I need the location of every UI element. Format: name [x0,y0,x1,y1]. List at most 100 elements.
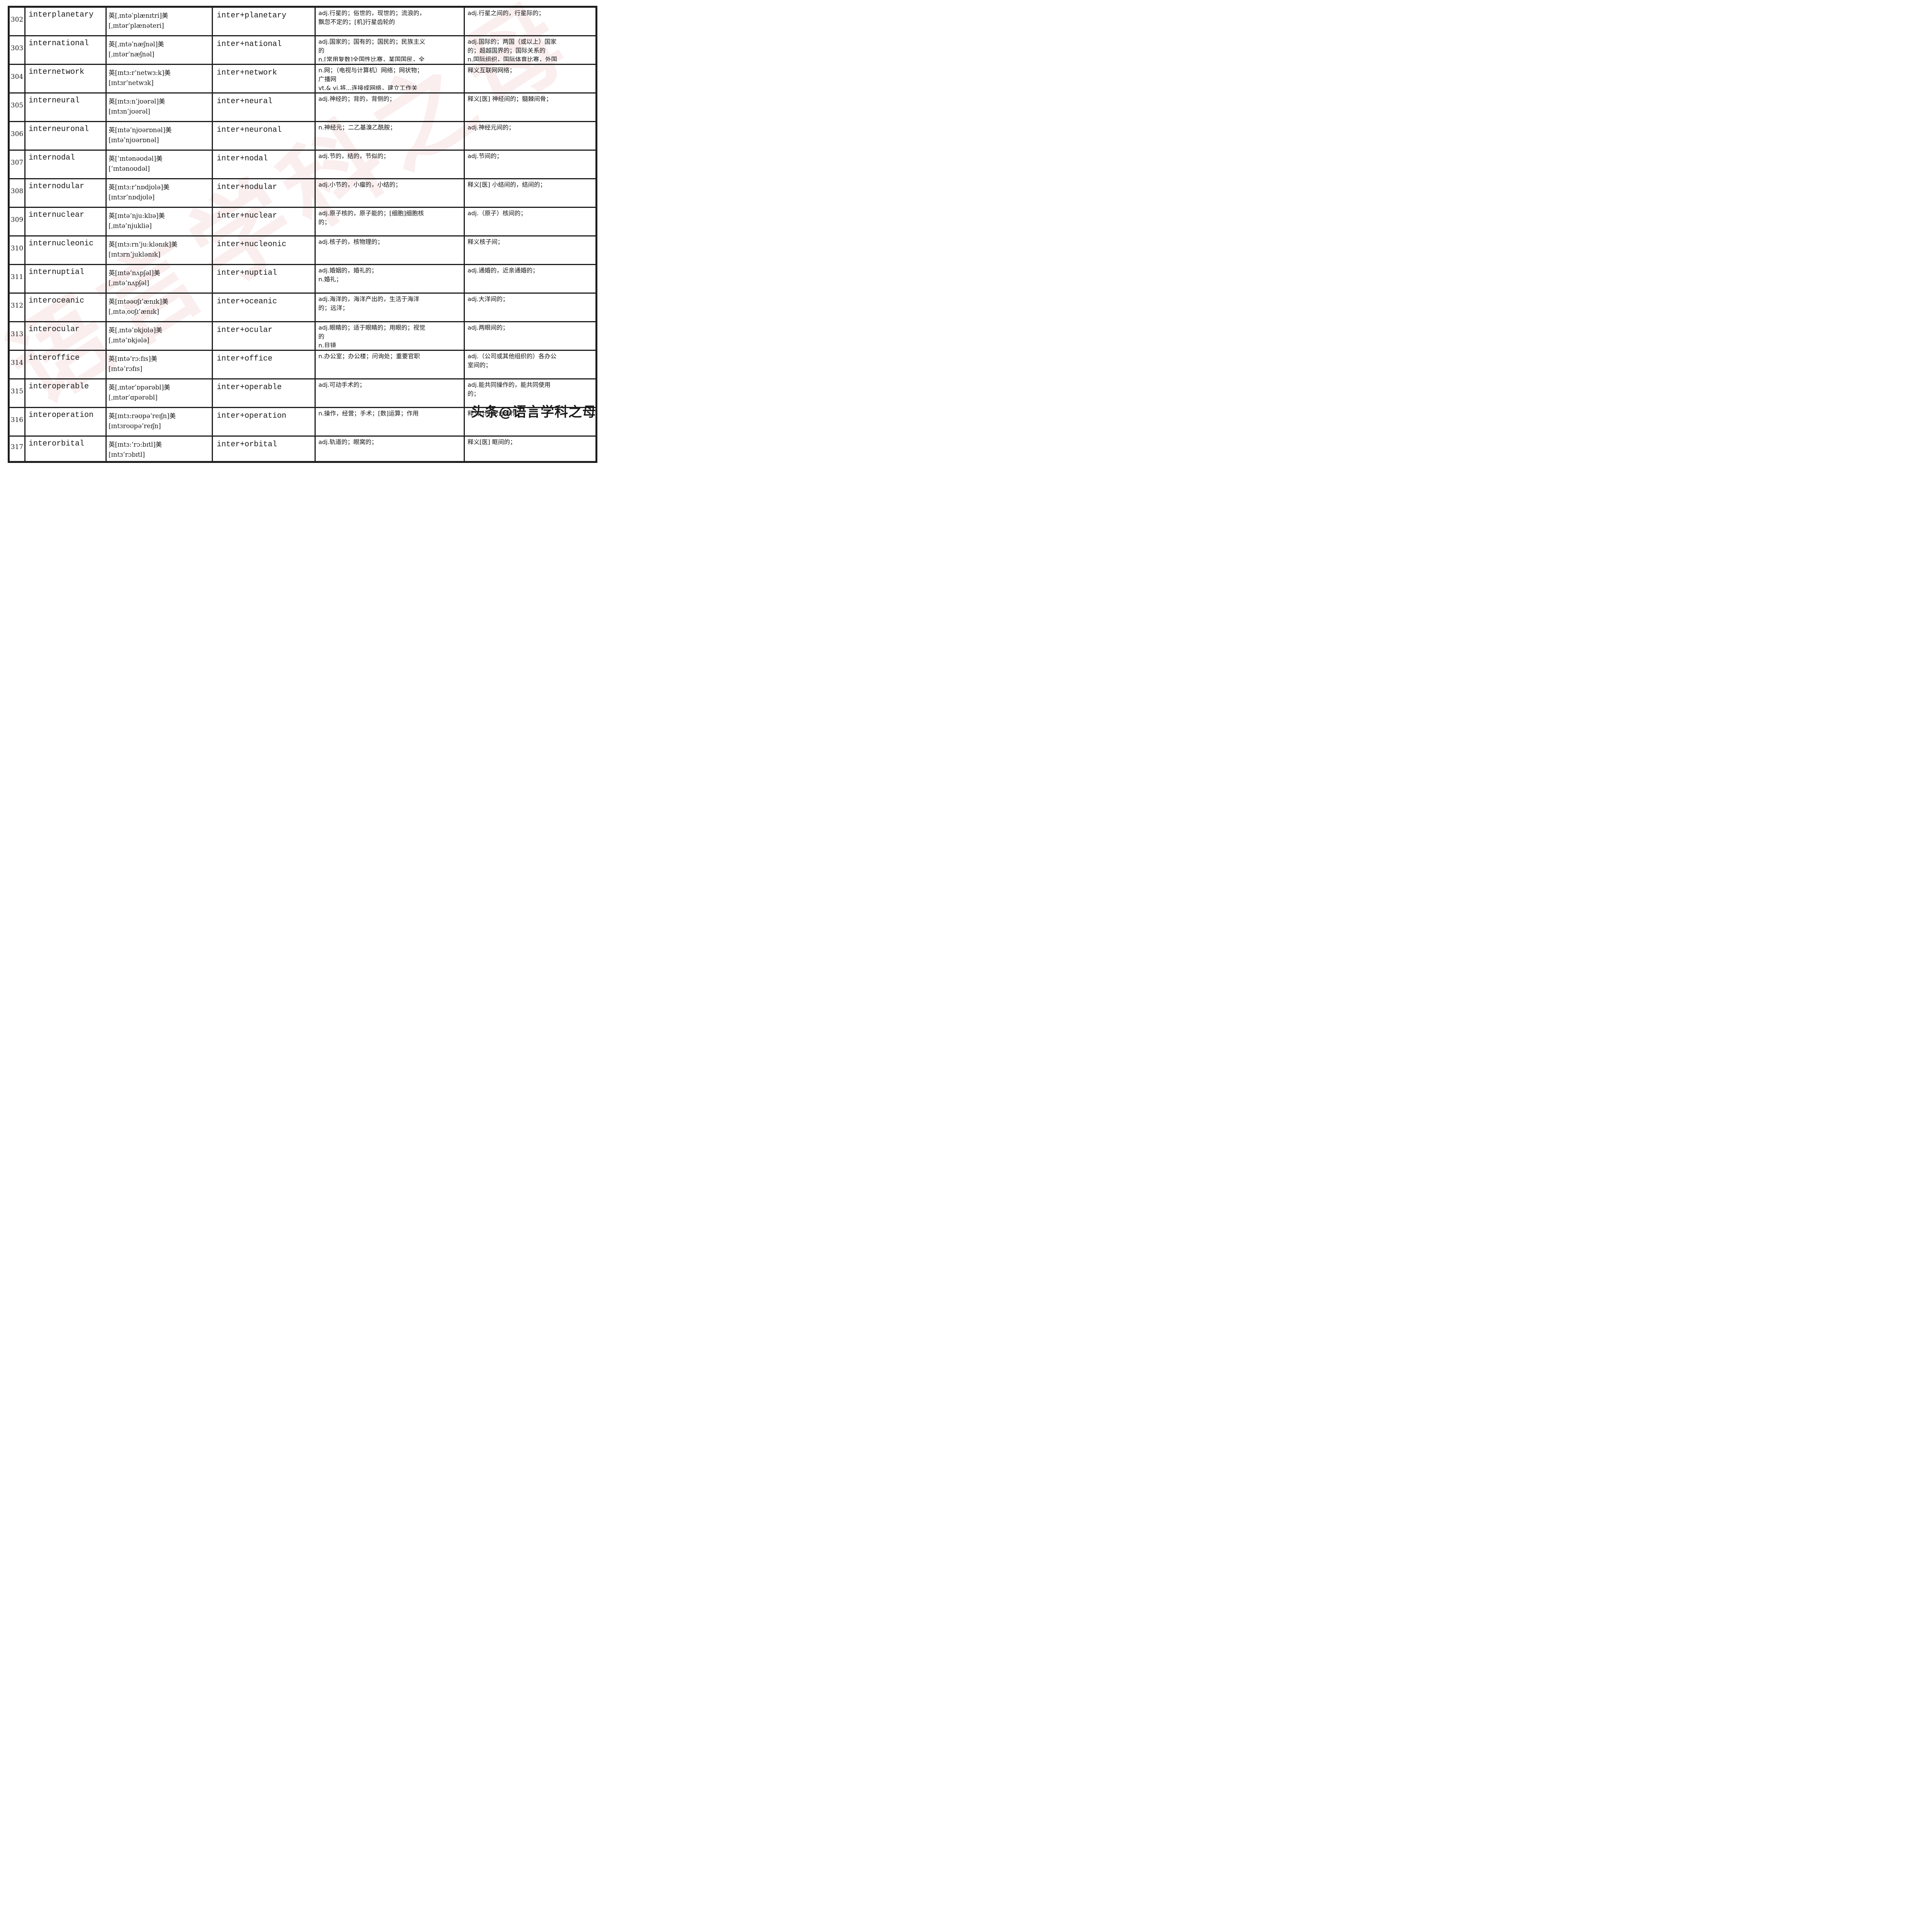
meaning-primary: n.办公室；办公楼；问询处；重要官职 [318,353,420,360]
row-number: 302 [10,16,24,24]
phonetic-cell: 英[ˌɪntərˈɒpərəbl]美 [ˌɪntərˈɑpərəbl] [105,378,213,408]
phonetic: 英[ɪntɜ:rn’ju:klənɪk]美 [ɪntɜrn’juklənɪk] [109,241,178,258]
word-cell: interoffice [24,350,107,379]
phonetic: 英[ɪntɜ:rəʊpə’reɪʃn]美 [ɪntɜroʊpə’reɪʃn] [109,412,176,430]
word-breakdown: inter+office [217,354,273,363]
meaning-secondary: 释义互联网网络； [468,67,516,74]
phonetic: 英[ɪntə’rɔ:fɪs]美 [ɪntə’rɔfɪs] [109,355,157,373]
word-breakdown: inter+nucleonic [217,240,287,249]
word-breakdown: inter+nodular [217,183,277,192]
meaning-primary-cell: n.操作，经营；手术；[数]运算；作用 [315,407,465,437]
word-cell: interorbital [24,435,107,463]
row-number: 317 [10,443,24,451]
word-breakdown: inter+oceanic [217,297,277,306]
row-number: 306 [10,130,24,138]
word: internodular [29,182,85,191]
row-number-cell: 313 [8,321,26,351]
meaning-primary-cell: n.办公室；办公楼；问询处；重要官职 [315,350,465,379]
word: internetwork [29,68,85,77]
breakdown-cell: inter+operation [212,407,316,437]
word-breakdown: inter+operation [217,412,287,420]
meaning-secondary: adj.能共同操作的，能共同使用 的； [468,381,551,397]
word-cell: interoperation [24,407,107,437]
word-breakdown: inter+nodal [217,154,268,163]
table-row: 310 internucleonic 英[ɪntɜ:rn’ju:klənɪk]美… [8,235,597,265]
row-number-cell: 303 [8,35,26,65]
row-number: 303 [10,44,24,52]
breakdown-cell: inter+neural [212,92,316,122]
phonetic-cell: 英[ɪntɜ:r’nɒdjʊlə]美 [ɪntɜr’nɒdjʊlə] [105,178,213,208]
word-breakdown: inter+network [217,68,277,77]
meaning-secondary: adj.通婚的，近亲通婚的； [468,267,539,274]
word: interorbital [29,439,85,448]
row-number: 305 [10,102,24,109]
breakdown-cell: inter+nuptial [212,264,316,294]
table-row: 316 interoperation 英[ɪntɜ:rəʊpə’reɪʃn]美 … [8,407,597,437]
row-number-cell: 310 [8,235,26,265]
meaning-primary: adj.节的，结的，节似的； [318,153,389,160]
word: interneural [29,96,80,105]
word: internuptial [29,268,85,277]
row-number: 304 [10,73,24,81]
meaning-secondary: adj.国际的；两国（或以上）国家 的；超越国界的；国际关系的 n.国际组织，国… [468,38,557,61]
row-number: 316 [10,416,24,424]
row-number: 315 [10,388,24,395]
meaning-secondary: adj.行星之间的，行星际的； [468,10,545,17]
row-number: 314 [10,359,24,367]
row-number-cell: 306 [8,121,26,151]
phonetic: 英[ɪntəəʊʃɪ’ænɪk]美 [ˌɪntəˌoʊʃɪ’ænɪk] [109,298,168,315]
phonetic: 英[’ɪntənəʊdəl]美 [’ɪntənoʊdəl] [109,155,163,172]
phonetic-cell: 英[ˌɪntəˈplænɪtri]美 [ˌɪntərˈplænəteri] [105,6,213,36]
meaning-primary: adj.可动手术的； [318,381,366,388]
meaning-secondary-cell: 释义[医] 眶间的； [464,435,597,463]
word: interoceanic [29,296,85,305]
table-row: 302 interplanetary 英[ˌɪntəˈplænɪtri]美 [ˌ… [8,6,597,36]
breakdown-cell: inter+oceanic [212,293,316,322]
word-cell: internodal [24,150,107,179]
meaning-primary: adj.轨道的；眼窝的； [318,439,378,446]
word: interoffice [29,354,80,362]
phonetic: 英[ˌɪntəˈnæʃnəl]美 [ˌɪntərˈnæʃnəl] [109,41,164,58]
word-breakdown: inter+neuronal [217,126,282,134]
meaning-primary: adj.神经的；背的，背侧的； [318,95,396,102]
meaning-secondary-cell: adj.（公司或其他组织的）各办公 室间的； [464,350,597,379]
meaning-primary-cell: adj.神经的；背的，背侧的； [315,92,465,122]
word-cell: internucleonic [24,235,107,265]
meaning-primary-cell: n.神经元；二乙基溴乙酰胺； [315,121,465,151]
row-number-cell: 305 [8,92,26,122]
row-number-cell: 316 [8,407,26,437]
table-row: 308 internodular 英[ɪntɜ:r’nɒdjʊlə]美 [ɪnt… [8,178,597,208]
meaning-primary-cell: adj.小节的，小瘤的，小结的； [315,178,465,208]
meaning-primary-cell: adj.海洋的，海洋产出的，生活于海洋 的；远洋； [315,293,465,322]
row-number-cell: 314 [8,350,26,379]
table-row: 313 interocular 英[ˌɪntə’ɒkjʊlə]美 [ˌɪntə’… [8,321,597,351]
phonetic-cell: 英[’ɪntənəʊdəl]美 [’ɪntənoʊdəl] [105,150,213,179]
meaning-secondary-cell: 释义[计] 配合动作； [464,407,597,437]
breakdown-cell: inter+orbital [212,435,316,463]
table-row: 317 interorbital 英[ɪntɜ:’rɔ:bɪtl]美 [ɪntɜ… [8,435,597,463]
meaning-primary-cell: adj.轨道的；眼窝的； [315,435,465,463]
phonetic: 英[ɪntɜ:n’jʊərəl]美 [ɪntɜn’jʊərəl] [109,98,165,115]
row-number: 311 [10,273,24,281]
phonetic: 英[ˌɪntə’ɒkjʊlə]美 [ˌɪntə’ɒkjələ] [109,327,162,344]
meaning-primary: adj.小节的，小瘤的，小结的； [318,181,401,188]
breakdown-cell: inter+nodal [212,150,316,179]
word-cell: internodular [24,178,107,208]
meaning-secondary: adj.神经元间的； [468,124,515,131]
phonetic-cell: 英[ɪntɜ:’rɔ:bɪtl]美 [ɪntɜ’rɔbɪtl] [105,435,213,463]
breakdown-cell: inter+office [212,350,316,379]
row-number-cell: 307 [8,150,26,179]
row-number-cell: 315 [8,378,26,408]
meaning-secondary-cell: 释义核子间； [464,235,597,265]
breakdown-cell: inter+operable [212,378,316,408]
phonetic-cell: 英[ɪntəəʊʃɪ’ænɪk]美 [ˌɪntəˌoʊʃɪ’ænɪk] [105,293,213,322]
meaning-secondary-cell: adj.国际的；两国（或以上）国家 的；超越国界的；国际关系的 n.国际组织，国… [464,35,597,65]
word-cell: interocular [24,321,107,351]
phonetic: 英[ɪntə’nʌpʃəl]美 [ˌɪntə’nʌpʃəl] [109,269,160,287]
table-row: 306 interneuronal 英[ɪntə’njʊərɒnəl]美 [ɪn… [8,121,597,151]
meaning-primary: n.操作，经营；手术；[数]运算；作用 [318,410,419,417]
table-row: 303 international 英[ˌɪntəˈnæʃnəl]美 [ˌɪnt… [8,35,597,65]
meaning-secondary-cell: adj.通婚的，近亲通婚的； [464,264,597,294]
meaning-primary-cell: adj.核子的，核物理的； [315,235,465,265]
word: international [29,39,89,48]
